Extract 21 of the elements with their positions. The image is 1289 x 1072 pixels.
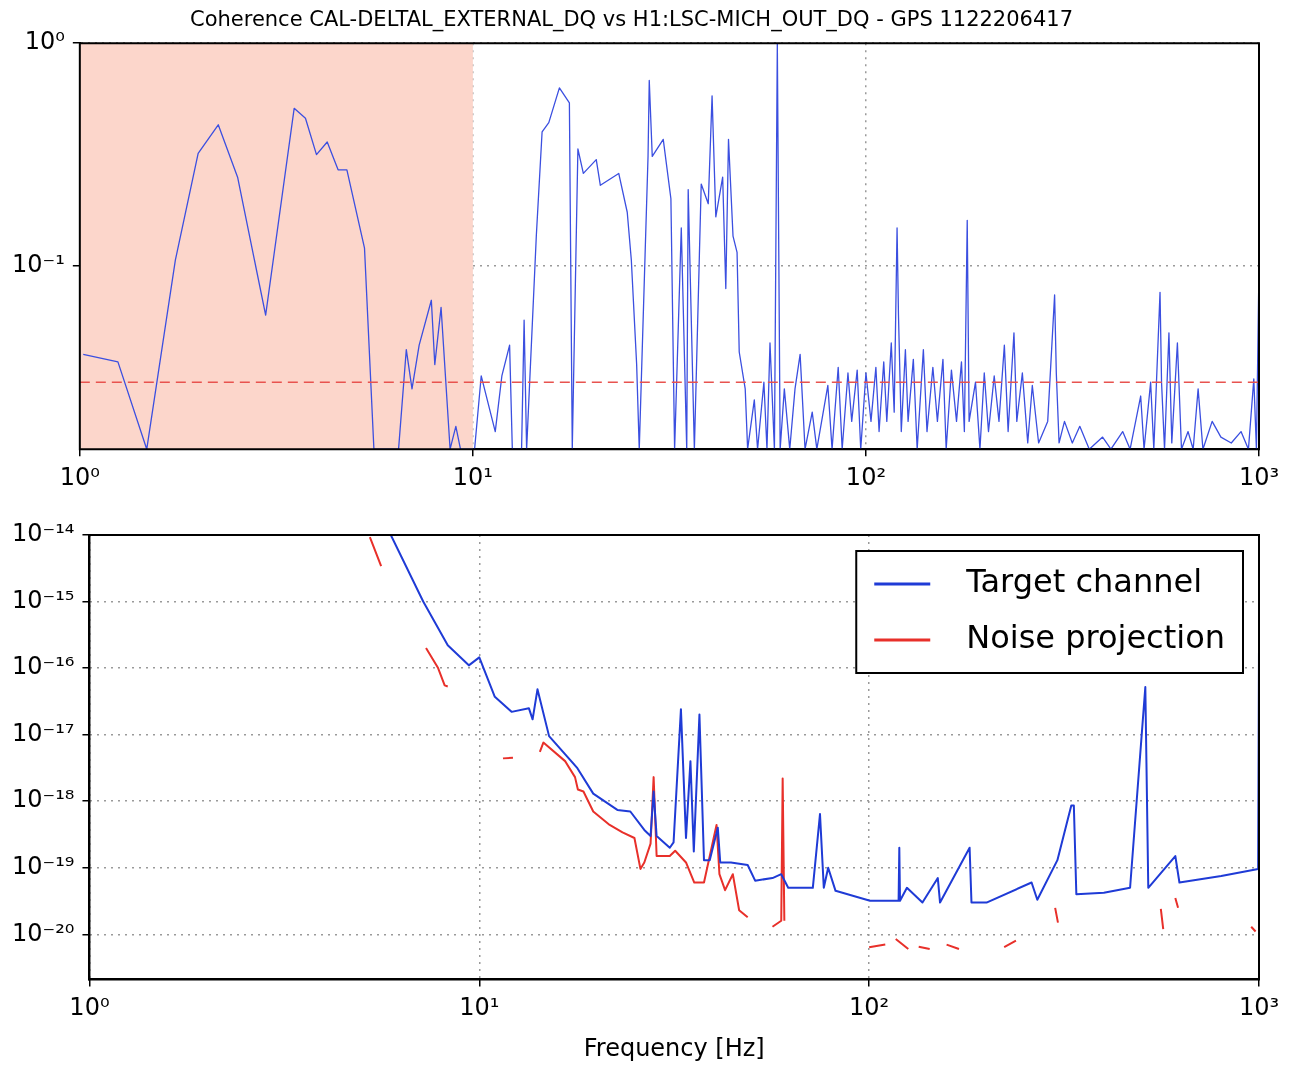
x-tick-label: 10²: [845, 462, 887, 491]
x-tick-label: 10¹: [452, 462, 493, 491]
x-tick-label: 10²: [849, 993, 890, 1022]
x-tick-label: 10³: [1238, 993, 1280, 1022]
y-tick-label: 10⁻²⁰: [12, 918, 75, 947]
chart-title: Coherence CAL-DELTAL_EXTERNAL_DQ vs H1:LSC-MICH_OUT_DQ - GPS 1122206417: [189, 7, 1074, 33]
y-tick-label: 10⁻¹⁶: [12, 652, 75, 681]
y-tick-label: 10⁻¹: [12, 250, 65, 279]
y-tick-label: 10⁻¹⁸: [12, 785, 75, 814]
x-tick-label: 10³: [1238, 462, 1280, 491]
x-tick-label: 10¹: [459, 993, 500, 1022]
legend-label: Target channel: [965, 562, 1203, 601]
y-tick-label: 10⁻¹⁷: [12, 718, 75, 747]
y-tick-label: 10⁻¹⁵: [12, 585, 75, 614]
x-axis-title: Frequency [Hz]: [583, 1033, 765, 1062]
x-tick-label: 10⁰: [59, 462, 100, 491]
legend-label: Noise projection: [966, 618, 1225, 657]
y-tick-label: 10⁻¹⁹: [12, 851, 75, 880]
y-tick-label: 10⁻¹⁴: [12, 519, 75, 548]
x-tick-label: 10⁰: [69, 993, 110, 1022]
y-tick-label: 10⁰: [24, 27, 65, 56]
